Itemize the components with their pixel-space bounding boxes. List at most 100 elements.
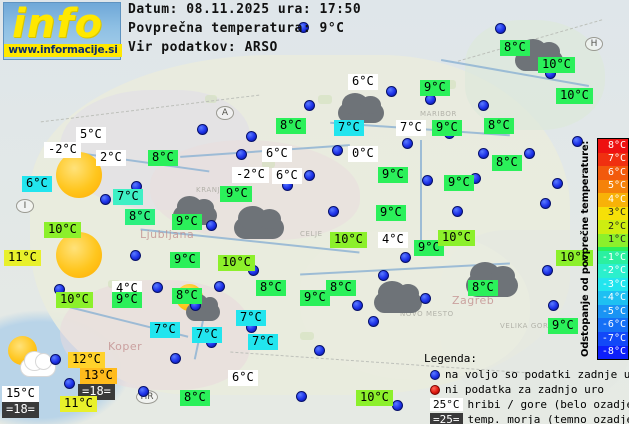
logo-url: www.informacije.si <box>4 44 122 57</box>
temperature-badge: 10°C <box>556 250 593 266</box>
scale-cell: 6°C <box>598 166 628 180</box>
station-dot-active[interactable] <box>552 178 563 189</box>
city-label-ljubljana: Ljubljana <box>140 228 195 241</box>
station-dot-active[interactable] <box>206 220 217 231</box>
station-dot-active[interactable] <box>386 86 397 97</box>
data-source-line: Vir podatkov: ARSO <box>128 40 278 55</box>
region-label-maribor: MARIBOR <box>420 110 458 118</box>
scale-cell: -8°C <box>598 345 628 360</box>
temperature-badge: -2°C <box>232 167 269 183</box>
station-dot-active[interactable] <box>296 391 307 402</box>
temperature-badge: 7°C <box>150 322 180 338</box>
temperature-badge: 7°C <box>236 310 266 326</box>
site-logo[interactable]: info www.informacije.si <box>3 2 122 60</box>
temperature-badge: 10°C <box>356 390 393 406</box>
station-dot-active[interactable] <box>542 265 553 276</box>
station-dot-active[interactable] <box>314 345 325 356</box>
city-label-koper: Koper <box>108 340 143 353</box>
station-dot-active[interactable] <box>548 300 559 311</box>
temperature-badge: 9°C <box>420 80 450 96</box>
temperature-badge: 10°C <box>556 88 593 104</box>
station-dot-active[interactable] <box>400 252 411 263</box>
temperature-badge: 8°C <box>492 155 522 171</box>
station-dot-active[interactable] <box>478 148 489 159</box>
legend-row: ni podatka za zadnjo uro <box>430 382 629 397</box>
scale-cell: 2°C <box>598 220 628 234</box>
station-dot-active[interactable] <box>352 300 363 311</box>
scale-cell: -7°C <box>598 331 628 346</box>
temperature-badge: 11°C <box>60 396 97 412</box>
station-dot-active[interactable] <box>170 353 181 364</box>
station-dot-active[interactable] <box>392 400 403 411</box>
station-dot-active[interactable] <box>64 378 75 389</box>
region-label-novo-mesto: NOVO MESTO <box>400 310 454 318</box>
temperature-badge: 10°C <box>538 57 575 73</box>
station-dot-active[interactable] <box>298 22 309 33</box>
station-dot-active[interactable] <box>540 198 551 209</box>
station-dot-active[interactable] <box>524 148 535 159</box>
temperature-badge: 4°C <box>378 232 408 248</box>
temperature-badge: 9°C <box>444 175 474 191</box>
station-dot-active[interactable] <box>478 100 489 111</box>
region-label-kranj: KRANJ <box>196 186 221 194</box>
station-dot-active[interactable] <box>420 293 431 304</box>
region-label-celje: CELJE <box>300 230 323 238</box>
station-dot-active[interactable] <box>378 270 389 281</box>
legend-sea-badge: =25= <box>430 413 463 424</box>
station-dot-active[interactable] <box>304 100 315 111</box>
temperature-badge: 13°C <box>80 368 117 384</box>
temperature-badge: 10°C <box>438 230 475 246</box>
temperature-badge: 8°C <box>148 150 178 166</box>
temperature-badge: 9°C <box>170 252 200 268</box>
station-dot-active[interactable] <box>402 138 413 149</box>
temperature-badge: 8°C <box>484 118 514 134</box>
legend-title: Legenda: <box>424 352 477 365</box>
station-dot-active[interactable] <box>50 354 61 365</box>
legend-row: na voljo so podatki zadnje ure <box>430 367 629 382</box>
temperature-badge: 0°C <box>348 146 378 162</box>
scale-cell: -2°C <box>598 264 628 278</box>
legend-row: =25= temp. morja (temno ozadje) <box>430 412 629 424</box>
station-dot-active[interactable] <box>197 124 208 135</box>
station-dot-active[interactable] <box>452 206 463 217</box>
temperature-badge: 6°C <box>228 370 258 386</box>
station-dot-active[interactable] <box>332 145 343 156</box>
temperature-badge: 9°C <box>172 214 202 230</box>
sun-behind-white-cloud-icon <box>8 336 56 384</box>
scale-cell <box>598 247 628 251</box>
station-dot-active[interactable] <box>328 206 339 217</box>
station-dot-active[interactable] <box>130 250 141 261</box>
temperature-badge: 8°C <box>125 209 155 225</box>
road-marker-i: I <box>16 199 34 213</box>
station-dot-active[interactable] <box>422 175 433 186</box>
station-dot-active[interactable] <box>236 149 247 160</box>
station-dot-active[interactable] <box>304 170 315 181</box>
station-dot-active[interactable] <box>495 23 506 34</box>
temperature-badge: 10°C <box>56 292 93 308</box>
temperature-badge: 9°C <box>414 240 444 256</box>
station-dot-active[interactable] <box>214 281 225 292</box>
temperature-badge: 10°C <box>218 255 255 271</box>
legend-row-text: na voljo so podatki zadnje ure <box>445 367 629 381</box>
sun-icon <box>56 152 102 198</box>
temperature-badge: 15°C <box>2 386 39 402</box>
temperature-badge: 7°C <box>396 120 426 136</box>
sea-temperature-badge: =18= <box>2 402 39 418</box>
temperature-badge: 10°C <box>44 222 81 238</box>
forest-patch <box>300 332 314 340</box>
temperature-badge: -2°C <box>44 142 81 158</box>
station-dot-active[interactable] <box>100 194 111 205</box>
station-dot-active[interactable] <box>246 131 257 142</box>
station-dot-active[interactable] <box>368 316 379 327</box>
station-dot-active[interactable] <box>152 282 163 293</box>
temperature-badge: 8°C <box>468 280 498 296</box>
forest-patch <box>318 95 332 104</box>
temperature-anomaly-scale: Odstopanje od povprečne temperature: 8°C… <box>577 138 629 360</box>
temperature-badge: 7°C <box>334 120 364 136</box>
station-dot-active[interactable] <box>572 136 583 147</box>
cloud-icon <box>374 272 422 320</box>
temperature-badge: 11°C <box>4 250 41 266</box>
station-dot-active[interactable] <box>138 386 149 397</box>
scale-cell: 7°C <box>598 152 628 167</box>
